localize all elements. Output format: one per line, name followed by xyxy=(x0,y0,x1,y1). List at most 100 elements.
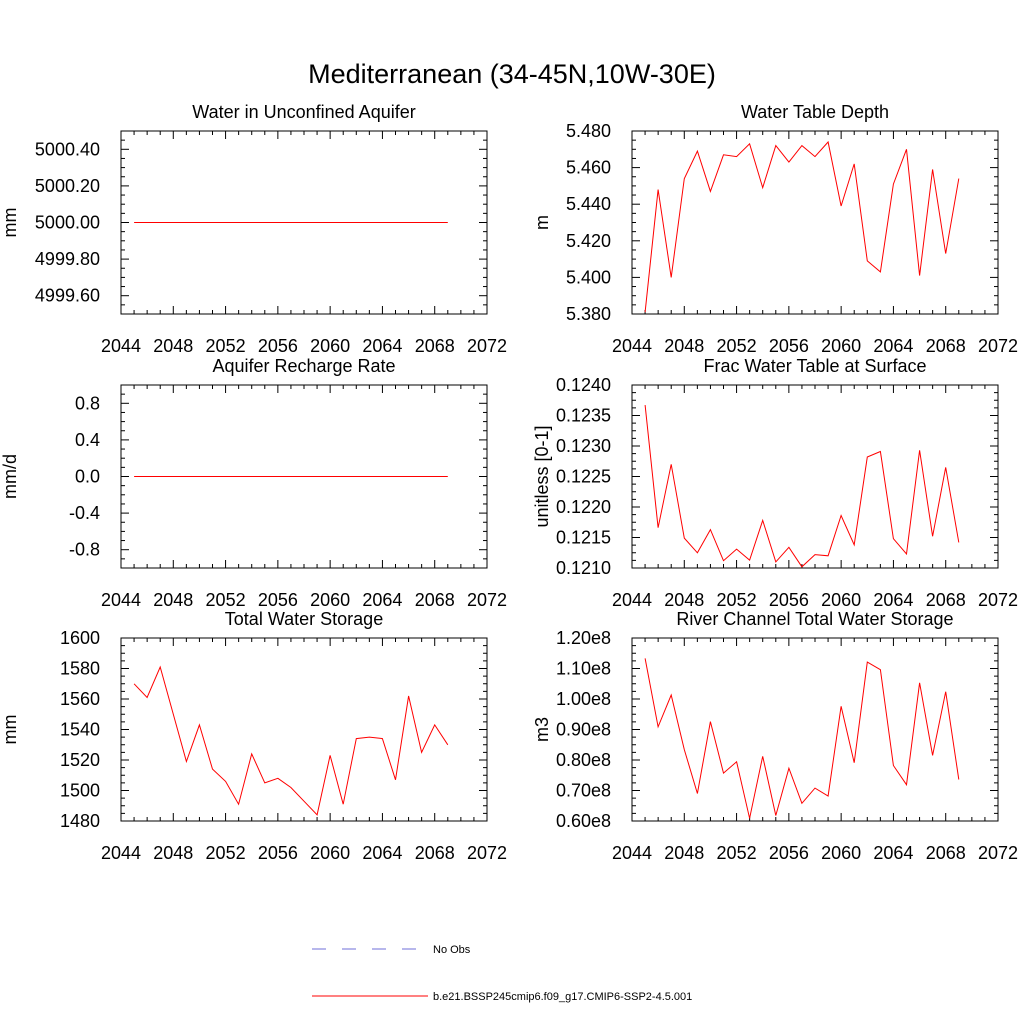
x-tick-label: 2068 xyxy=(415,590,455,610)
y-axis-label: m xyxy=(532,215,552,230)
y-tick-label: 0.1210 xyxy=(556,558,611,578)
x-tick-label: 2068 xyxy=(415,336,455,356)
y-tick-label: 0.1235 xyxy=(556,406,611,426)
legend-model-label: b.e21.BSSP245cmip6.f09_g17.CMIP6-SSP2-4.… xyxy=(433,991,692,1003)
x-tick-label: 2056 xyxy=(258,843,298,863)
x-tick-label: 2052 xyxy=(206,590,246,610)
panel-title: Water in Unconfined Aquifer xyxy=(192,102,415,122)
x-tick-label: 2064 xyxy=(362,843,402,863)
figure-title: Mediterranean (34-45N,10W-30E) xyxy=(308,59,716,89)
y-tick-label: -0.4 xyxy=(69,503,100,523)
y-tick-label: 0.8 xyxy=(75,393,100,413)
x-tick-label: 2056 xyxy=(769,590,809,610)
x-tick-label: 2048 xyxy=(153,843,193,863)
x-tick-label: 2072 xyxy=(467,590,507,610)
y-tick-label: 1480 xyxy=(60,811,100,831)
y-tick-label: 0.1225 xyxy=(556,467,611,487)
y-tick-label: 4999.80 xyxy=(35,249,100,269)
y-tick-label: 5.400 xyxy=(566,267,611,287)
x-tick-label: 2052 xyxy=(206,336,246,356)
y-tick-label: 0.1220 xyxy=(556,497,611,517)
x-tick-label: 2068 xyxy=(926,590,966,610)
y-tick-label: 1560 xyxy=(60,689,100,709)
y-axis-label: mm xyxy=(0,715,20,745)
panel-3: Aquifer Recharge Rate mm/d 2044 2048 2052 205… xyxy=(0,356,507,610)
y-axis-label: unitless [0-1] xyxy=(532,425,552,527)
x-tick-label: 2060 xyxy=(821,336,861,356)
x-tick-label: 2056 xyxy=(258,336,298,356)
panel-title: Aquifer Recharge Rate xyxy=(212,356,395,376)
x-tick-label: 2064 xyxy=(362,590,402,610)
y-tick-label: 0.1215 xyxy=(556,528,611,548)
x-tick-label: 2064 xyxy=(873,590,913,610)
series-line xyxy=(133,665,449,816)
y-tick-label: 0.60e8 xyxy=(556,811,611,831)
x-tick-label: 2068 xyxy=(926,336,966,356)
x-tick-label: 2060 xyxy=(310,590,350,610)
y-tick-label: 1500 xyxy=(60,781,100,801)
x-tick-label: 2056 xyxy=(258,590,298,610)
plot-frame xyxy=(631,637,999,822)
series-line xyxy=(644,405,960,568)
x-tick-label: 2060 xyxy=(310,336,350,356)
series-line xyxy=(644,658,960,819)
y-tick-label: 1520 xyxy=(60,750,100,770)
y-tick-label: 0.4 xyxy=(75,430,100,450)
x-tick-label: 2072 xyxy=(978,590,1018,610)
panel-1: Water in Unconfined Aquifer mm 2044 2048 205… xyxy=(0,102,507,356)
x-tick-label: 2044 xyxy=(101,843,141,863)
y-tick-label: 0.0 xyxy=(75,467,100,487)
x-tick-label: 2052 xyxy=(206,843,246,863)
x-tick-label: 2044 xyxy=(612,336,652,356)
x-tick-label: 2072 xyxy=(978,843,1018,863)
x-tick-label: 2048 xyxy=(664,336,704,356)
x-tick-label: 2060 xyxy=(310,843,350,863)
y-axis-label: mm xyxy=(0,208,20,238)
y-tick-label: 4999.60 xyxy=(35,286,100,306)
x-tick-label: 2072 xyxy=(978,336,1018,356)
x-tick-label: 2072 xyxy=(467,843,507,863)
plot-frame xyxy=(631,130,999,315)
y-axis-label: m3 xyxy=(532,717,552,742)
legend: No Obs b.e21.BSSP245cmip6.f09_g17.CMIP6-… xyxy=(312,944,692,1003)
series-line xyxy=(644,140,960,313)
panel-6: River Channel Total Water Storage m3 2044 2… xyxy=(532,609,1018,863)
y-tick-label: 5.420 xyxy=(566,231,611,251)
y-tick-label: 5.440 xyxy=(566,194,611,214)
x-tick-label: 2064 xyxy=(873,336,913,356)
y-tick-label: 5.460 xyxy=(566,158,611,178)
y-tick-label: 0.1240 xyxy=(556,375,611,395)
y-tick-label: 5000.00 xyxy=(35,213,100,233)
y-tick-label: 0.80e8 xyxy=(556,750,611,770)
x-tick-label: 2044 xyxy=(612,590,652,610)
x-tick-label: 2068 xyxy=(415,843,455,863)
panels: Water in Unconfined Aquifer mm 2044 2048 205… xyxy=(0,102,1018,863)
x-tick-label: 2060 xyxy=(821,843,861,863)
y-tick-label: 0.90e8 xyxy=(556,720,611,740)
x-tick-label: 2064 xyxy=(362,336,402,356)
x-tick-label: 2068 xyxy=(926,843,966,863)
x-tick-label: 2048 xyxy=(153,336,193,356)
y-tick-label: 1.00e8 xyxy=(556,689,611,709)
panel-4: Frac Water Table at Surface unitless [0-1… xyxy=(532,356,1018,610)
x-tick-label: 2048 xyxy=(664,843,704,863)
x-tick-label: 2052 xyxy=(717,336,757,356)
panel-title: Total Water Storage xyxy=(225,609,383,629)
y-tick-label: 1.20e8 xyxy=(556,628,611,648)
y-axis-label: mm/d xyxy=(0,454,20,499)
panel-2: Water Table Depth m 2044 2048 2052 2056 2060 20… xyxy=(532,102,1018,356)
x-tick-label: 2052 xyxy=(717,590,757,610)
x-tick-label: 2072 xyxy=(467,336,507,356)
y-tick-label: 5.480 xyxy=(566,121,611,141)
x-tick-label: 2060 xyxy=(821,590,861,610)
x-tick-label: 2064 xyxy=(873,843,913,863)
y-tick-label: 5000.20 xyxy=(35,176,100,196)
legend-obs-label: No Obs xyxy=(433,944,471,956)
y-tick-label: 5000.40 xyxy=(35,139,100,159)
x-tick-label: 2056 xyxy=(769,336,809,356)
panel-5: Total Water Storage mm 2044 2048 2052 2056 206… xyxy=(0,609,507,863)
x-tick-label: 2048 xyxy=(664,590,704,610)
y-tick-label: 1.10e8 xyxy=(556,659,611,679)
panel-title: Frac Water Table at Surface xyxy=(703,356,926,376)
